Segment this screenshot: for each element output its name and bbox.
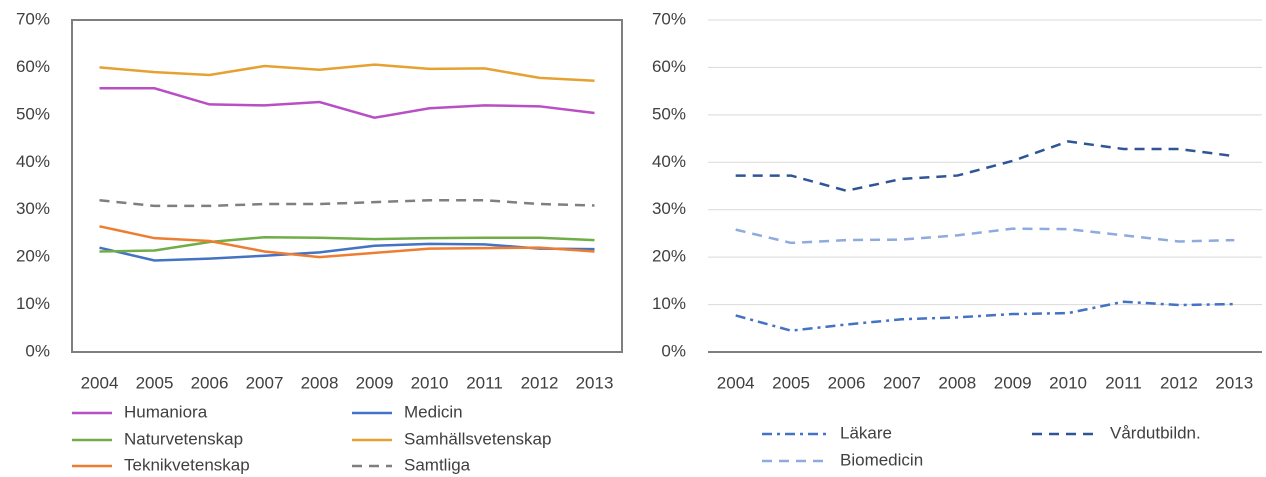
x-tick-label: 2013	[1215, 373, 1253, 392]
y-tick-label: 10%	[16, 294, 50, 313]
x-tick-label: 2011	[466, 373, 503, 392]
series-line	[735, 227, 1235, 245]
x-tick-label: 2004	[81, 373, 119, 392]
x-tick-label: 2009	[994, 373, 1032, 392]
y-tick-label: 10%	[652, 294, 686, 313]
series-line	[99, 235, 595, 253]
series-line	[99, 87, 595, 119]
x-tick-label: 2005	[772, 373, 810, 392]
y-tick-label: 50%	[652, 104, 686, 123]
x-tick-label: 2012	[1160, 373, 1198, 392]
y-tick-label: 40%	[16, 152, 50, 171]
x-tick-label: 2007	[883, 373, 921, 392]
series-line	[99, 198, 595, 208]
y-tick-label: 30%	[16, 199, 50, 218]
legend-label: Vårdutbildn.	[1110, 423, 1201, 442]
y-tick-label: 0%	[25, 341, 50, 360]
x-tick-label: 2008	[938, 373, 976, 392]
legend-label: Samhällsvetenskap	[404, 429, 551, 448]
x-tick-label: 2005	[136, 373, 174, 392]
x-tick-label: 2004	[717, 373, 755, 392]
legend-label: Naturvetenskap	[124, 429, 243, 448]
series-line	[735, 300, 1235, 332]
legend-label: Humaniora	[124, 402, 208, 421]
legend-label: Biomedicin	[840, 450, 923, 469]
x-tick-label: 2006	[191, 373, 229, 392]
legend-label: Teknikvetenskap	[124, 455, 250, 474]
x-tick-label: 2008	[301, 373, 339, 392]
x-tick-label: 2010	[411, 373, 449, 392]
y-tick-label: 60%	[16, 57, 50, 76]
y-tick-label: 0%	[661, 341, 686, 360]
x-tick-label: 2006	[828, 373, 866, 392]
y-tick-label: 20%	[16, 247, 50, 266]
x-tick-label: 2007	[246, 373, 284, 392]
series-line	[99, 242, 595, 262]
y-tick-label: 60%	[652, 57, 686, 76]
y-tick-label: 20%	[652, 247, 686, 266]
y-tick-label: 70%	[16, 9, 50, 28]
series-line	[735, 140, 1235, 193]
x-tick-label: 2009	[356, 373, 394, 392]
y-tick-label: 70%	[652, 9, 686, 28]
x-tick-label: 2011	[1105, 373, 1142, 392]
x-tick-label: 2013	[576, 373, 614, 392]
series-line	[99, 225, 595, 259]
x-tick-label: 2010	[1049, 373, 1087, 392]
plot-frame	[71, 19, 623, 353]
legend-label: Samtliga	[404, 455, 471, 474]
y-tick-label: 50%	[16, 104, 50, 123]
y-tick-label: 40%	[652, 152, 686, 171]
x-tick-label: 2012	[521, 373, 559, 392]
series-line	[99, 63, 595, 82]
legend-label: Läkare	[840, 423, 892, 442]
legend-label: Medicin	[404, 402, 463, 421]
y-tick-label: 30%	[652, 199, 686, 218]
